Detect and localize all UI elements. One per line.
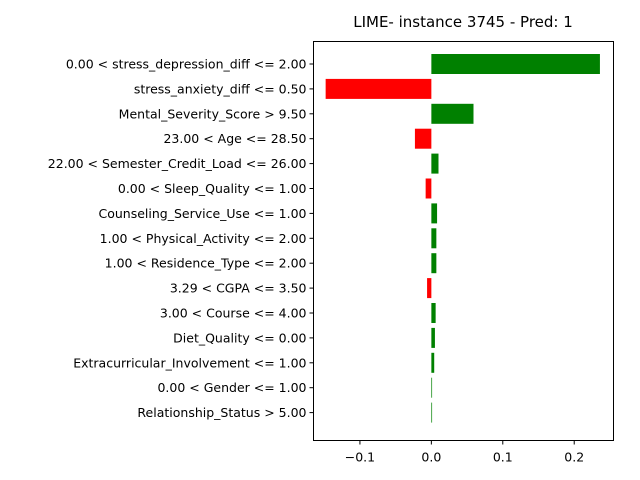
y-tick-label-8: 1.00 < Residence_Type <= 2.00	[105, 256, 307, 271]
y-tick-label-0: 0.00 < stress_depression_diff <= 2.00	[66, 57, 307, 72]
bar-8	[431, 253, 437, 274]
x-tick-label-2: 0.1	[493, 450, 513, 465]
y-tick-label-13: 0.00 < Gender <= 1.00	[157, 380, 306, 395]
y-tick-label-14: Relationship_Status > 5.00	[137, 405, 306, 420]
y-tick-label-7: 1.00 < Physical_Activity <= 2.00	[100, 231, 307, 246]
x-tick-label-1: 0.0	[421, 450, 441, 465]
bar-5	[425, 178, 432, 199]
bars-group	[325, 54, 600, 423]
plot-frame	[313, 41, 614, 441]
bar-7	[431, 228, 437, 249]
bar-1	[325, 78, 432, 99]
bar-3	[414, 128, 432, 149]
bar-2	[431, 103, 474, 124]
y-tick-label-6: Counseling_Service_Use <= 1.00	[98, 206, 306, 221]
y-tick-label-11: Diet_Quality <= 0.00	[173, 330, 306, 345]
x-tick-label-0: −0.1	[345, 450, 375, 465]
y-tick-label-1: stress_anxiety_diff <= 0.50	[134, 81, 307, 96]
bar-14	[431, 402, 433, 423]
y-tick-label-3: 23.00 < Age <= 28.50	[163, 131, 306, 146]
y-tick-labels: 0.00 < stress_depression_diff <= 2.00 str…	[48, 57, 314, 420]
bar-11	[431, 327, 435, 348]
bar-4	[431, 153, 439, 174]
y-tick-label-5: 0.00 < Sleep_Quality <= 1.00	[118, 181, 307, 196]
y-tick-label-12: Extracurricular_Involvement <= 1.00	[73, 355, 306, 370]
bar-9	[427, 278, 432, 299]
bar-13	[431, 377, 433, 398]
chart-title: LIME- instance 3745 - Pred: 1	[353, 13, 573, 31]
y-tick-label-9: 3.29 < CGPA <= 3.50	[170, 281, 307, 296]
y-tick-label-10: 3.00 < Course <= 4.00	[160, 306, 307, 321]
bar-12	[431, 352, 435, 373]
bar-10	[431, 303, 436, 323]
x-ticks: −0.1 0.0 0.1 0.2	[345, 440, 584, 465]
y-tick-label-2: Mental_Severity_Score > 9.50	[119, 106, 307, 121]
bar-0	[431, 54, 600, 74]
x-tick-label-3: 0.2	[564, 450, 584, 465]
bar-6	[431, 203, 438, 224]
y-tick-label-4: 22.00 < Semester_Credit_Load <= 26.00	[48, 156, 307, 171]
